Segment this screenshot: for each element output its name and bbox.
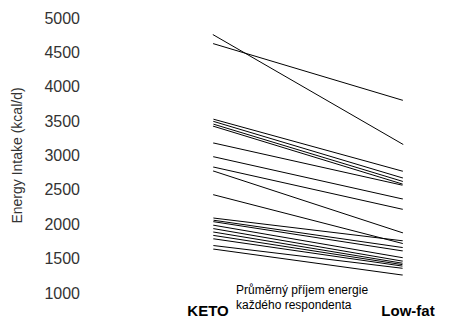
svg-text:Průměrný příjem energie: Průměrný příjem energie (236, 283, 368, 297)
svg-text:Low-fat: Low-fat (381, 302, 434, 319)
svg-text:1500: 1500 (44, 250, 80, 267)
svg-text:4500: 4500 (44, 44, 80, 61)
svg-text:2500: 2500 (44, 181, 80, 198)
svg-text:5000: 5000 (44, 10, 80, 27)
svg-text:1000: 1000 (44, 285, 80, 302)
svg-text:2000: 2000 (44, 216, 80, 233)
svg-text:3000: 3000 (44, 147, 80, 164)
svg-text:3500: 3500 (44, 113, 80, 130)
svg-text:KETO: KETO (187, 302, 229, 319)
svg-text:4000: 4000 (44, 78, 80, 95)
svg-text:Energy Intake (kcal/d): Energy Intake (kcal/d) (9, 87, 25, 223)
svg-text:každého respondenta: každého respondenta (236, 298, 352, 312)
